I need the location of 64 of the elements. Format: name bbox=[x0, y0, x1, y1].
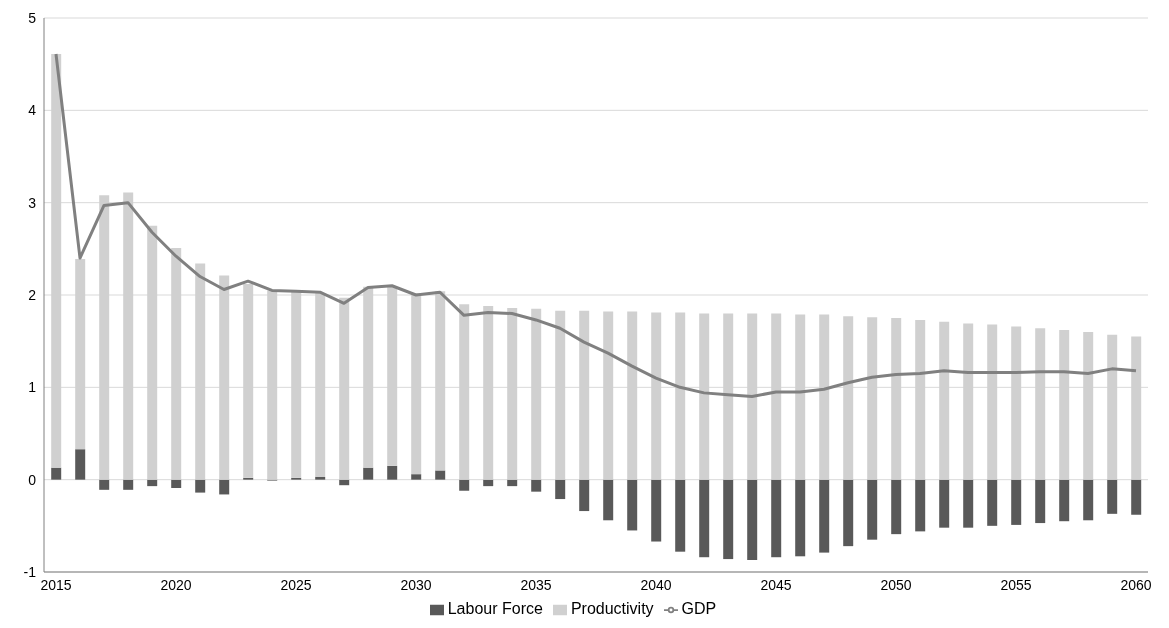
bar bbox=[51, 467, 62, 480]
bar bbox=[363, 467, 374, 480]
bar bbox=[651, 479, 662, 542]
bar bbox=[339, 479, 350, 486]
bar bbox=[795, 479, 806, 557]
y-tick-label: 5 bbox=[28, 9, 37, 26]
x-tick-label: 2050 bbox=[880, 576, 912, 593]
bar bbox=[1035, 479, 1046, 524]
y-tick-label: 4 bbox=[28, 102, 37, 119]
bar bbox=[507, 479, 518, 487]
y-tick-label: 2 bbox=[28, 286, 37, 303]
line-series bbox=[54, 52, 1138, 399]
bar bbox=[99, 479, 110, 490]
bar bbox=[603, 479, 614, 521]
bar bbox=[579, 479, 590, 512]
bar bbox=[1107, 479, 1118, 514]
bar bbox=[123, 479, 134, 490]
legend-label: Labour Force bbox=[447, 600, 543, 617]
x-tick-label: 2040 bbox=[640, 576, 672, 593]
x-tick-label: 2035 bbox=[520, 576, 552, 593]
bar bbox=[387, 465, 398, 480]
bar bbox=[1131, 479, 1142, 515]
bar bbox=[531, 479, 542, 492]
bar bbox=[411, 474, 422, 480]
y-tick-label: 3 bbox=[28, 194, 37, 211]
bar bbox=[75, 449, 86, 480]
legend-label: GDP bbox=[681, 600, 717, 617]
bar bbox=[459, 479, 470, 491]
bar bbox=[1083, 479, 1094, 521]
bar bbox=[843, 479, 854, 547]
x-tick-label: 2015 bbox=[40, 576, 72, 593]
bar bbox=[819, 479, 830, 553]
x-tick-label: 2060 bbox=[1120, 576, 1152, 593]
x-tick-label: 2045 bbox=[760, 576, 792, 593]
bar bbox=[1011, 479, 1022, 525]
bar bbox=[939, 479, 950, 528]
bar bbox=[195, 479, 206, 493]
bar bbox=[867, 479, 878, 540]
bar bbox=[915, 479, 926, 532]
bar bbox=[555, 479, 566, 500]
bar bbox=[483, 479, 494, 487]
bar bbox=[1059, 479, 1070, 522]
bar bbox=[891, 479, 902, 535]
y-tick-label: 1 bbox=[28, 379, 37, 396]
bar bbox=[171, 479, 182, 488]
bar bbox=[723, 479, 734, 560]
bar bbox=[627, 479, 638, 531]
bar bbox=[987, 479, 998, 526]
y-tick-label: -1 bbox=[23, 563, 37, 580]
bar bbox=[147, 479, 158, 487]
bar bbox=[219, 479, 230, 495]
x-tick-label: 2055 bbox=[1000, 576, 1032, 593]
bar bbox=[747, 479, 758, 560]
x-tick-label: 2025 bbox=[280, 576, 312, 593]
bar bbox=[771, 479, 782, 558]
bar bbox=[675, 479, 686, 552]
bar bbox=[435, 470, 446, 480]
x-tick-label: 2030 bbox=[400, 576, 432, 593]
bar bbox=[315, 476, 326, 480]
y-tick-label: 0 bbox=[28, 471, 37, 488]
legend-label: Productivity bbox=[570, 600, 654, 617]
bar bbox=[963, 479, 974, 528]
x-tick-label: 2020 bbox=[160, 576, 192, 593]
bar bbox=[699, 479, 710, 558]
